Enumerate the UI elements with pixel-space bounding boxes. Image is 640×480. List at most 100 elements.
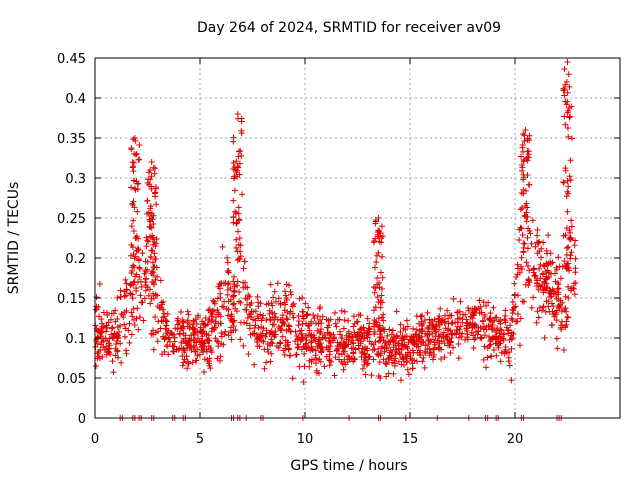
data-point <box>150 295 157 302</box>
data-point <box>379 223 386 230</box>
data-point <box>568 103 575 110</box>
data-point <box>530 266 537 273</box>
data-point <box>130 251 137 258</box>
data-point <box>238 152 245 159</box>
data-point <box>331 372 338 379</box>
data-point <box>381 340 388 347</box>
data-point <box>191 342 198 349</box>
data-point <box>340 325 347 332</box>
data-point <box>195 314 202 321</box>
data-point <box>404 366 411 373</box>
data-point <box>360 324 367 331</box>
data-point <box>522 281 529 288</box>
data-point <box>245 292 252 299</box>
data-point <box>129 159 136 166</box>
data-point <box>392 355 399 362</box>
data-point <box>398 337 405 344</box>
data-point <box>214 295 221 302</box>
data-point <box>240 342 247 349</box>
data-point <box>509 298 516 305</box>
data-point <box>324 324 331 331</box>
data-point <box>274 280 281 287</box>
data-point <box>502 346 509 353</box>
data-point <box>561 306 568 313</box>
data-point <box>142 258 149 265</box>
data-point <box>520 130 527 137</box>
data-point <box>224 281 231 288</box>
data-point <box>557 275 564 282</box>
data-point <box>127 252 134 259</box>
data-point <box>496 330 503 337</box>
data-point <box>231 288 238 295</box>
data-point <box>261 365 268 372</box>
data-point <box>260 338 267 345</box>
data-point <box>319 313 326 320</box>
data-point <box>255 324 262 331</box>
data-point <box>376 279 383 286</box>
data-point <box>131 204 138 211</box>
data-point <box>516 237 523 244</box>
data-point <box>92 306 99 313</box>
data-point <box>177 331 184 338</box>
data-point <box>406 350 413 357</box>
data-point <box>487 317 494 324</box>
data-point <box>161 335 168 342</box>
data-point <box>553 317 560 324</box>
data-point <box>376 359 383 366</box>
data-point <box>184 365 191 372</box>
data-point <box>338 307 345 314</box>
data-point <box>377 331 384 338</box>
data-point <box>396 350 403 357</box>
data-point <box>151 170 158 177</box>
data-point <box>512 291 519 298</box>
data-point <box>518 190 525 197</box>
data-point <box>561 65 568 72</box>
data-point <box>293 351 300 358</box>
data-point <box>475 324 482 331</box>
data-point <box>388 331 395 338</box>
data-point <box>322 335 329 342</box>
data-point <box>453 326 460 333</box>
data-point <box>268 339 275 346</box>
data-point <box>407 352 414 359</box>
data-point <box>309 347 316 354</box>
data-point <box>212 318 219 325</box>
data-point <box>393 346 400 353</box>
data-point <box>464 336 471 343</box>
data-point <box>386 341 393 348</box>
data-point <box>184 345 191 352</box>
data-point <box>565 294 572 301</box>
data-point <box>336 316 343 323</box>
data-point <box>232 166 239 173</box>
data-point <box>540 239 547 246</box>
data-point <box>143 234 150 241</box>
y-tick-label: 0.35 <box>57 132 86 147</box>
data-point <box>235 210 242 217</box>
data-point <box>538 254 545 261</box>
data-point <box>486 342 493 349</box>
data-point <box>281 288 288 295</box>
data-point <box>550 288 557 295</box>
data-point <box>374 294 381 301</box>
data-point <box>518 263 525 270</box>
data-point <box>316 356 323 363</box>
data-point <box>510 304 517 311</box>
data-point <box>459 319 466 326</box>
data-point <box>373 350 380 357</box>
data-point <box>509 316 516 323</box>
data-point <box>138 283 145 290</box>
data-point <box>389 336 396 343</box>
data-point <box>545 232 552 239</box>
data-point <box>546 287 553 294</box>
data-point <box>164 311 171 318</box>
data-point <box>316 305 323 312</box>
data-point <box>470 344 477 351</box>
data-point <box>509 310 516 317</box>
data-point <box>118 310 125 317</box>
data-point <box>203 348 210 355</box>
data-point <box>373 252 380 259</box>
data-point <box>129 313 136 320</box>
data-point <box>312 355 319 362</box>
data-point <box>147 224 154 231</box>
data-point <box>136 265 143 272</box>
